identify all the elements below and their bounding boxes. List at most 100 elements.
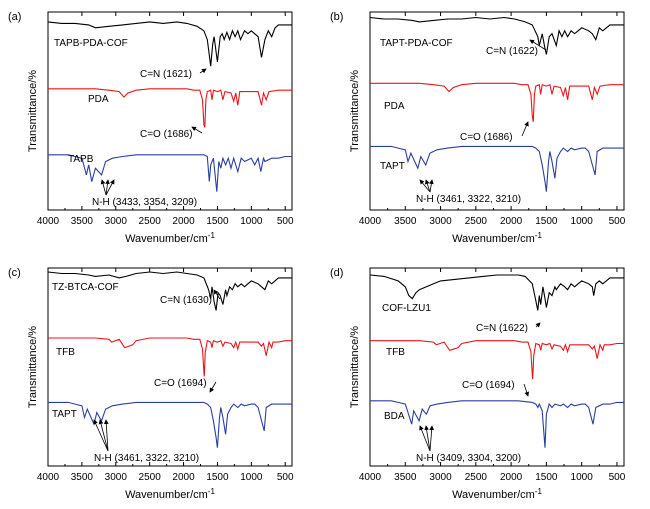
x-tick-label: 3500 <box>394 216 417 227</box>
series-label: TAPB-PDA-COF <box>54 38 128 49</box>
x-tick-label: 4000 <box>359 216 382 227</box>
series-line-tapt <box>370 145 624 192</box>
x-tick-label: 1500 <box>206 472 229 483</box>
plot-frame <box>47 11 293 211</box>
annotation-arrow <box>521 121 529 137</box>
x-tick-label: 500 <box>277 216 294 227</box>
annotation-arrow <box>191 126 203 134</box>
peak-annotation: C=O (1694) <box>154 378 207 389</box>
peak-annotation: C=N (1630) <box>160 295 212 306</box>
x-tick-label: 2500 <box>139 472 162 483</box>
x-tick-label: 1500 <box>206 216 229 227</box>
x-tick-label: 500 <box>609 216 626 227</box>
series-line-pda <box>370 82 624 122</box>
series-line-tapt-pda-cof <box>369 16 624 55</box>
plot-frame <box>369 11 625 211</box>
y-axis-label: Transmittance/% <box>349 326 361 408</box>
panel-label: (b) <box>330 11 343 23</box>
peak-annotation: N-H (3433, 3354, 3209) <box>92 197 197 208</box>
series-label: BDA <box>384 411 405 422</box>
peak-annotation: C=N (1622) <box>476 323 528 334</box>
series-label: PDA <box>88 94 109 105</box>
x-axis-label: Wavenumber/cm-1 <box>125 231 215 245</box>
x-tick-label: 1000 <box>240 472 263 483</box>
x-tick-label: 3500 <box>71 216 94 227</box>
x-tick-label: 2500 <box>139 216 162 227</box>
annotation-arrow <box>100 179 107 196</box>
x-tick-label: 500 <box>609 472 626 483</box>
y-axis-label: Transmittance/% <box>349 70 361 152</box>
series-line-pda <box>48 88 292 128</box>
series-label: TAPB <box>68 154 94 165</box>
annotation-arrow <box>199 68 207 74</box>
y-axis-label: Transmittance/% <box>27 70 39 152</box>
x-tick-label: 2000 <box>500 216 523 227</box>
series-line-tapb <box>48 154 292 192</box>
series-label: TAPT <box>52 409 77 420</box>
annotation-arrow <box>429 425 435 452</box>
annotation-arrow <box>105 179 110 196</box>
panel-label: (a) <box>8 11 21 23</box>
annotation-arrow <box>523 383 530 397</box>
x-tick-label: 4000 <box>37 216 60 227</box>
x-tick-label: 3000 <box>105 216 128 227</box>
annotation-arrow <box>209 381 217 393</box>
series-label: TAPT-PDA-COF <box>380 38 453 49</box>
peak-annotation: N-H (3409, 3304, 3200) <box>416 453 521 464</box>
x-tick-label: 2000 <box>172 216 195 227</box>
x-tick-label: 2000 <box>500 472 523 483</box>
x-tick-label: 1000 <box>240 216 263 227</box>
peak-annotation: C=O (1686) <box>460 132 513 143</box>
plot-frame <box>369 267 625 467</box>
series-label: PDA <box>384 101 405 112</box>
x-tick-label: 2000 <box>172 472 195 483</box>
plot-frame <box>47 267 293 467</box>
annotation-arrow <box>98 419 109 452</box>
series-label: TFB <box>386 347 405 358</box>
annotation-arrow <box>428 179 434 193</box>
annotation-arrow <box>529 39 547 51</box>
series-line-tfb <box>370 340 624 380</box>
x-tick-label: 1000 <box>571 472 594 483</box>
peak-annotation: C=O (1694) <box>462 380 515 391</box>
x-tick-label: 3000 <box>429 472 452 483</box>
x-tick-label: 2500 <box>465 472 488 483</box>
annotation-arrow <box>424 179 431 193</box>
series-label: COF-LZU1 <box>382 303 431 314</box>
x-axis-label: Wavenumber/cm-1 <box>125 487 215 501</box>
peak-annotation: N-H (3461, 3322, 3210) <box>416 194 521 205</box>
x-tick-label: 1500 <box>535 472 558 483</box>
series-line-tapb-pda-cof <box>47 21 292 67</box>
annotation-arrow <box>93 419 109 452</box>
peak-annotation: C=N (1622) <box>486 46 538 57</box>
x-tick-label: 3500 <box>394 472 417 483</box>
x-tick-label: 3000 <box>105 472 128 483</box>
x-tick-label: 4000 <box>359 472 382 483</box>
x-tick-label: 3500 <box>71 472 94 483</box>
peak-annotation: C=N (1621) <box>140 69 192 80</box>
annotation-arrow <box>419 179 431 193</box>
series-line-cof-lzu1 <box>369 274 624 311</box>
annotation-arrow <box>419 425 431 452</box>
annotation-arrow <box>103 419 109 452</box>
panel-label: (d) <box>330 267 343 279</box>
x-tick-label: 3000 <box>429 216 452 227</box>
peak-annotation: C=O (1686) <box>140 129 193 140</box>
annotation-arrow <box>424 425 431 452</box>
series-label: TFB <box>56 347 75 358</box>
x-tick-label: 4000 <box>37 472 60 483</box>
series-line-tfb <box>48 337 292 377</box>
x-tick-label: 1000 <box>571 216 594 227</box>
annotation-arrow <box>105 179 115 196</box>
x-axis-label: Wavenumber/cm-1 <box>452 487 542 501</box>
series-label: TAPT <box>380 161 405 172</box>
peak-annotation: N-H (3461, 3322, 3210) <box>94 453 199 464</box>
x-axis-label: Wavenumber/cm-1 <box>452 231 542 245</box>
x-tick-label: 2500 <box>465 216 488 227</box>
annotation-arrow <box>535 322 541 328</box>
annotation-arrow <box>213 289 221 300</box>
y-axis-label: Transmittance/% <box>27 326 39 408</box>
series-label: TZ-BTCA-COF <box>52 282 119 293</box>
panel-label: (c) <box>8 267 21 279</box>
